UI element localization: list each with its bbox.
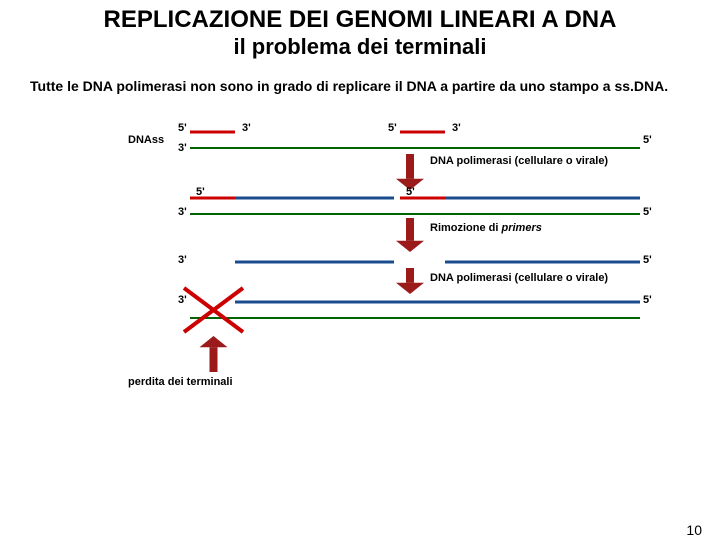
lbl-3p-r2: 3'	[178, 206, 187, 218]
lbl-3p-r4: 3'	[178, 294, 187, 306]
lbl-5p-r2r: 5'	[643, 206, 652, 218]
lbl-3p-primer2: 3'	[452, 122, 461, 134]
intro-text: Tutte le DNA polimerasi non sono in grad…	[0, 78, 720, 96]
caption-step1: DNA polimerasi (cellulare o virale)	[430, 155, 608, 167]
page-title: REPLICAZIONE DEI GENOMI LINEARI A DNA	[0, 6, 720, 34]
lbl-5p-1: 5'	[178, 122, 187, 134]
lbl-5p-r2a: 5'	[196, 186, 205, 198]
lbl-5p-primer2: 5'	[388, 122, 397, 134]
page-subtitle: il problema dei terminali	[0, 34, 720, 60]
caption-loss: perdita dei terminali	[128, 376, 233, 388]
dnass-label: DNAss	[128, 134, 164, 146]
diagram-area: DNAss 5' 3' 3' 5' 3' 5' DNA polimerasi (…	[0, 102, 720, 462]
caption-step3: DNA polimerasi (cellulare o virale)	[430, 272, 608, 284]
page-number: 10	[686, 522, 702, 538]
lbl-5p-r3: 5'	[643, 254, 652, 266]
lbl-3p-primer1: 3'	[242, 122, 251, 134]
caption-step2: Rimozione di primers	[430, 222, 542, 234]
lbl-5p-right1: 5'	[643, 134, 652, 146]
diagram-svg	[0, 102, 720, 462]
lbl-5p-r2b: 5'	[406, 186, 415, 198]
lbl-3p-r3: 3'	[178, 254, 187, 266]
lbl-5p-r4: 5'	[643, 294, 652, 306]
lbl-3p-1: 3'	[178, 142, 187, 154]
